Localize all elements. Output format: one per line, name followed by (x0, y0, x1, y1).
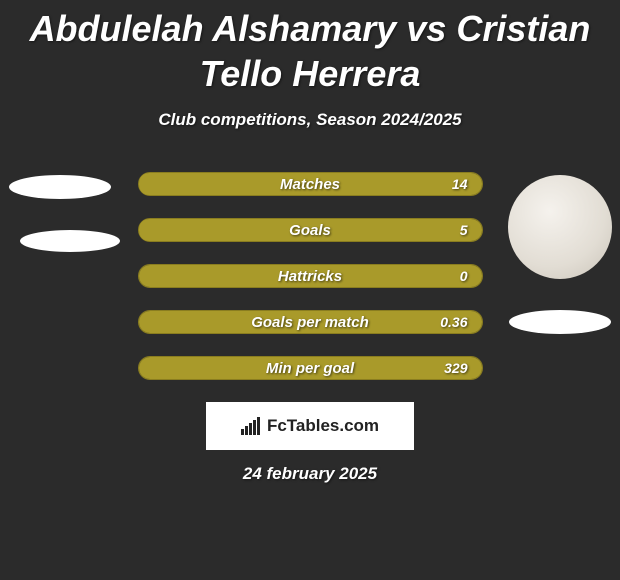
decor-ellipse (509, 310, 611, 334)
stat-row: Matches 14 (138, 172, 483, 196)
avatar (508, 175, 612, 279)
stat-label: Min per goal (266, 360, 354, 377)
stat-value: 0.36 (440, 314, 467, 330)
stat-value: 329 (444, 360, 467, 376)
stat-row: Goals 5 (138, 218, 483, 242)
logo-text: FcTables.com (267, 416, 379, 436)
player-avatar-right (508, 175, 612, 279)
stats-list: Matches 14 Goals 5 Hattricks 0 Goals per match… (138, 172, 483, 380)
subtitle: Club competitions, Season 2024/2025 (0, 110, 620, 130)
stat-value: 0 (460, 268, 468, 284)
page-title: Abdulelah Alshamary vs Cristian Tello He… (0, 0, 620, 96)
stat-row: Min per goal 329 (138, 356, 483, 380)
fctables-icon (241, 417, 261, 435)
decor-ellipse (9, 175, 111, 199)
stat-label: Goals (289, 222, 331, 239)
stat-row: Goals per match 0.36 (138, 310, 483, 334)
stat-label: Matches (280, 176, 340, 193)
logo-box: FcTables.com (206, 402, 414, 450)
date-text: 24 february 2025 (0, 464, 620, 484)
stat-label: Goals per match (251, 314, 369, 331)
stat-value: 14 (452, 176, 468, 192)
decor-ellipse (20, 230, 120, 252)
stat-row: Hattricks 0 (138, 264, 483, 288)
stat-value: 5 (460, 222, 468, 238)
stat-fill-left (139, 219, 149, 241)
stat-fill-left (139, 173, 149, 195)
stat-label: Hattricks (278, 268, 342, 285)
